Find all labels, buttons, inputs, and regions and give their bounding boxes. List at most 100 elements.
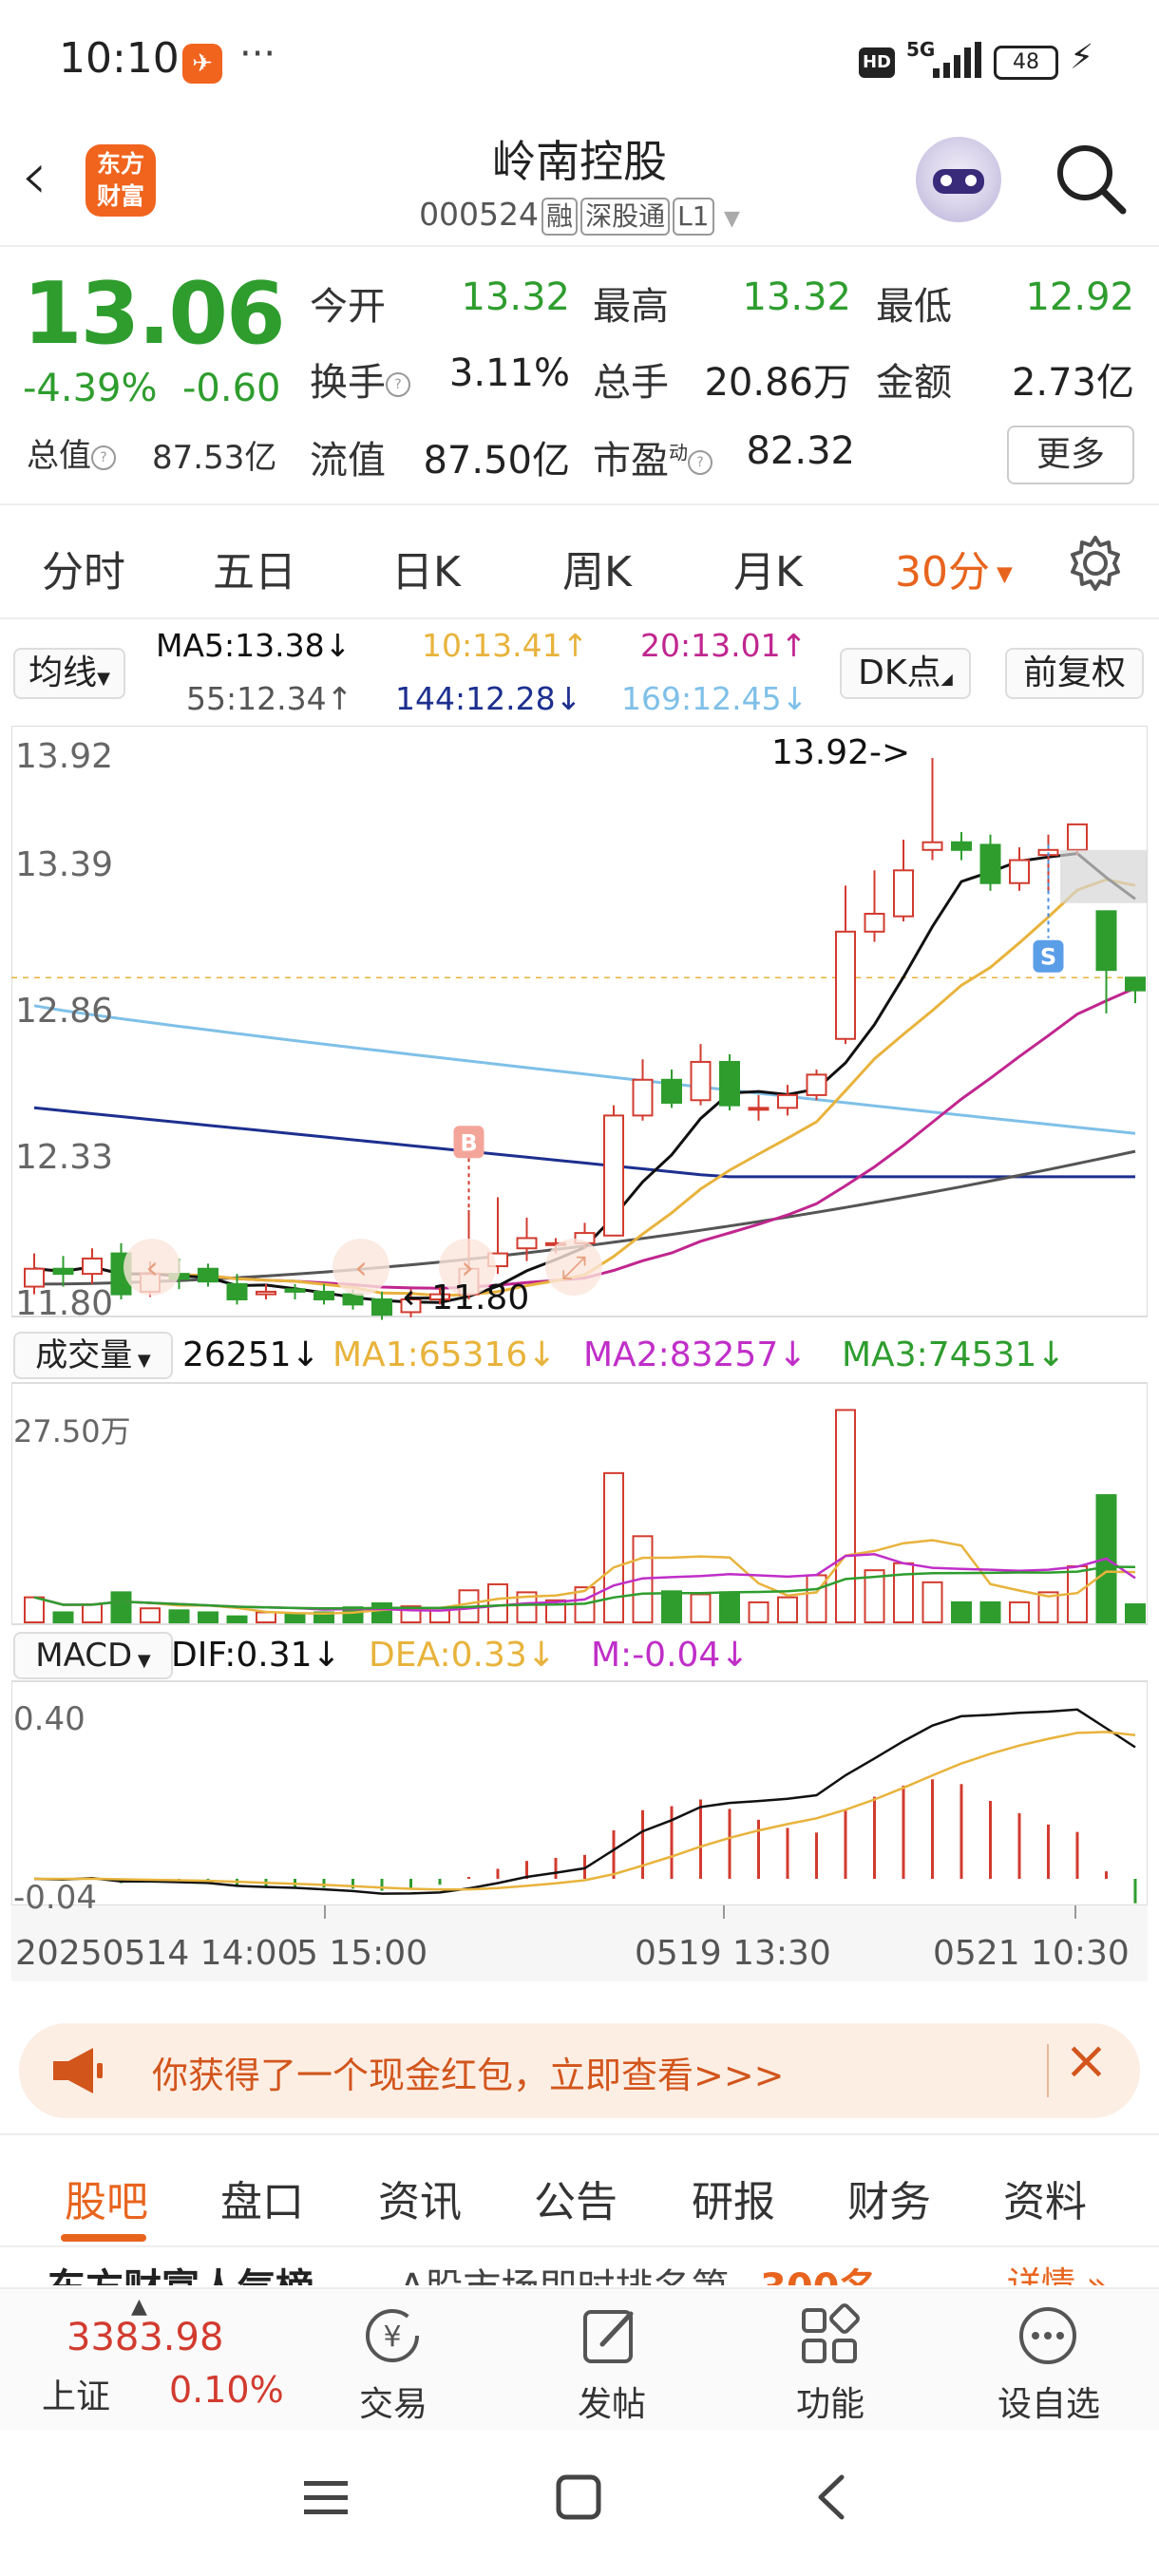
grid-icon[interactable]	[796, 2302, 863, 2369]
ma10-value: 10:13.41↑	[422, 627, 589, 664]
dropdown-icon: ▼	[724, 207, 740, 231]
candle-body	[256, 1290, 276, 1296]
volume-bar	[748, 1601, 770, 1624]
candle-body	[835, 930, 856, 1040]
tab-daily-k[interactable]: 日K	[391, 548, 461, 597]
candle-body	[1009, 859, 1030, 884]
nav-features[interactable]: 功能	[795, 2385, 864, 2424]
price-tick-3: 12.86	[15, 992, 114, 1031]
status-more-dots: ···	[239, 32, 276, 76]
macd-dif-line	[33, 1708, 1136, 1895]
back-button[interactable]: ‹	[21, 137, 48, 215]
tab-finance[interactable]: 财务	[847, 2178, 931, 2226]
battery-icon: 48	[994, 46, 1058, 80]
ranking-detail-link[interactable]: 详情 »	[1007, 2265, 1108, 2285]
tab-profile[interactable]: 资料	[1003, 2178, 1087, 2226]
tab-announcements[interactable]: 公告	[534, 2178, 618, 2226]
float-value: 87.50亿	[423, 439, 570, 483]
volume-selector[interactable]: 成交量 ▼	[13, 1332, 173, 1379]
sell-marker-label: S	[1040, 944, 1056, 971]
pe-label: 市盈动?	[593, 429, 712, 484]
tab-five-day[interactable]: 五日	[213, 548, 296, 597]
candle-body	[632, 1078, 654, 1117]
chart-canvas[interactable]: B S ‹ ‹ › ⤢	[11, 726, 1148, 2008]
price-tick-1: 13.92	[15, 737, 114, 776]
macd-dea: DEA:0.33↓	[369, 1636, 556, 1675]
candle-body	[690, 1060, 712, 1102]
change-percent: -4.39%	[23, 367, 158, 410]
dropdown-icon: ▼	[990, 562, 1013, 587]
candle-body	[806, 1073, 827, 1096]
adjust-button[interactable]: 前复权	[1005, 648, 1144, 699]
macd-axis-top: 0.40	[13, 1700, 86, 1738]
nav-add-watchlist[interactable]: 设自选	[997, 2385, 1100, 2424]
macd-selector[interactable]: MACD ▼	[13, 1632, 173, 1679]
volume-bar	[719, 1591, 740, 1624]
menu-icon[interactable]	[300, 2472, 352, 2523]
tab-news[interactable]: 资讯	[378, 2178, 462, 2226]
more-button[interactable]: 更多	[1007, 426, 1134, 484]
buy-marker-label: B	[460, 1129, 477, 1156]
status-time: 10:10	[59, 34, 180, 83]
kline-chart[interactable]: B S ‹ ‹ › ⤢ 13.92 13.39 12.86 12.33 11.80 13.…	[11, 726, 1148, 2008]
volume-label: 总手	[593, 361, 669, 405]
compose-icon[interactable]	[578, 2302, 644, 2369]
tab-weekly-k[interactable]: 周K	[562, 548, 632, 597]
index-change: 0.10%	[169, 2369, 284, 2411]
volume-axis-label: 27.50万	[13, 1413, 131, 1449]
tab-guba[interactable]: 股吧	[65, 2178, 148, 2226]
candle-body	[284, 1288, 306, 1293]
float-label: 流值	[310, 439, 386, 483]
pe-value: 82.32	[746, 429, 855, 473]
ranking-row[interactable]: 东方财富人气榜 A股市场即时排名第 300名 详情 »	[0, 2247, 1159, 2285]
gear-icon[interactable]	[1066, 534, 1125, 593]
candle-body	[1067, 823, 1088, 851]
tab-intraday[interactable]: 分时	[42, 548, 125, 597]
promo-banner[interactable]: 你获得了一个现金红包，立即查看>>> ×	[19, 2023, 1140, 2118]
ma-selector[interactable]: 均线▼	[13, 648, 125, 699]
home-icon[interactable]	[553, 2472, 604, 2523]
volume-bar	[82, 1603, 103, 1624]
more-circle-icon[interactable]	[1015, 2302, 1081, 2369]
candle-body	[52, 1267, 74, 1276]
back-nav-icon[interactable]	[808, 2472, 859, 2523]
tab-30min[interactable]: 30分 ▼	[895, 548, 1013, 597]
volume-bar	[864, 1569, 885, 1623]
candle-body	[429, 1293, 450, 1300]
tab-monthly-k[interactable]: 月K	[733, 548, 803, 597]
nav-trade[interactable]: 交易	[358, 2385, 428, 2424]
price-tick-2: 13.39	[15, 845, 114, 884]
amount-label: 金额	[876, 361, 952, 405]
candle-body	[748, 1107, 770, 1111]
tab-pankou[interactable]: 盘口	[220, 2178, 304, 2226]
tag-connect: 深股通	[580, 198, 671, 236]
eastmoney-logo[interactable]: 东方 财富	[86, 144, 156, 217]
volume-value: 20.86万	[704, 361, 851, 405]
turnover-value: 3.11%	[448, 351, 570, 395]
assistant-robot-icon[interactable]	[916, 137, 1001, 222]
volume-bar	[979, 1601, 1001, 1624]
volume-bar	[835, 1409, 856, 1623]
stock-code-line[interactable]: 000524 融深股通 L1 ▼	[0, 196, 1159, 236]
candle-body	[198, 1267, 218, 1283]
candle-body	[864, 913, 885, 933]
system-nav-bar	[0, 2430, 1159, 2576]
dk-point-button[interactable]: DK点◢	[840, 648, 971, 699]
trade-icon[interactable]: ¥	[359, 2302, 426, 2369]
tab-research[interactable]: 研报	[692, 2178, 775, 2226]
ma144-line	[33, 1106, 1135, 1179]
high-annotation: 13.92->	[771, 733, 911, 772]
stock-header: ‹ 东方 财富 岭南控股 000524 融深股通 L1 ▼	[0, 123, 1159, 247]
volume-bar	[1037, 1591, 1059, 1624]
volume-bar	[371, 1601, 392, 1623]
last-price: 13.06	[23, 264, 286, 364]
search-icon[interactable]	[1053, 141, 1129, 217]
scroll-left-control: ‹	[145, 1249, 159, 1287]
bottom-nav: ▲ 3383.98 上证 0.10% ¥ 交易 发帖 功能 设自选	[0, 2287, 1159, 2430]
info-icon: ?	[386, 372, 410, 397]
close-icon[interactable]: ×	[1064, 2030, 1109, 2092]
candle-body	[82, 1257, 103, 1276]
candle-body	[922, 841, 943, 851]
index-value[interactable]: 3383.98	[66, 2316, 224, 2359]
nav-post[interactable]: 发帖	[577, 2385, 646, 2424]
